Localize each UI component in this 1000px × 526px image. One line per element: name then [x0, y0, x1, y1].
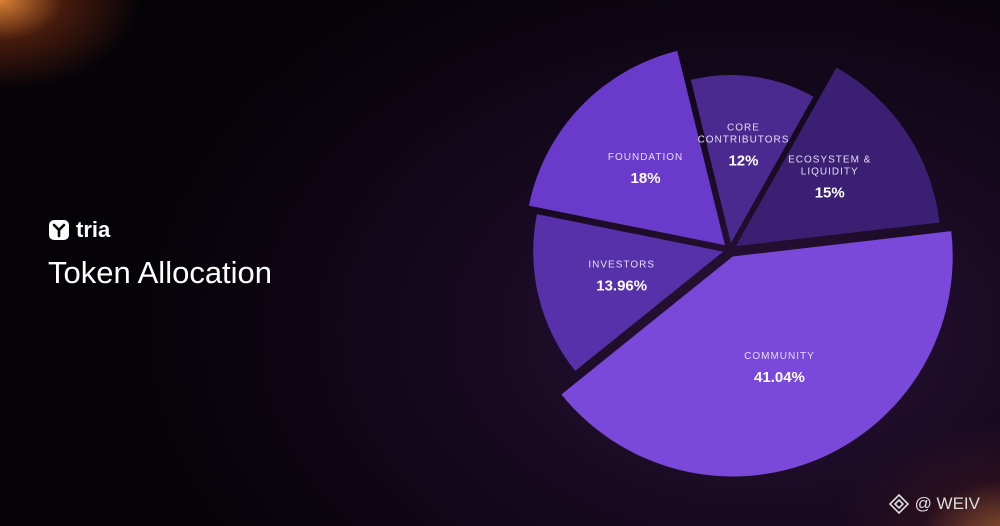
- chart-title: Token Allocation: [48, 255, 273, 290]
- brand: tria: [48, 217, 110, 243]
- watermark-text: @ WEIV: [914, 494, 980, 513]
- pie-slice: [735, 67, 940, 247]
- pie-slice: [561, 231, 953, 477]
- pie-slice: [528, 50, 725, 246]
- pie-slice: [533, 214, 724, 371]
- slice-value-label: 13.96%: [596, 277, 647, 294]
- watermark: @ WEIV: [888, 494, 980, 514]
- slice-value-label: 12%: [728, 152, 758, 169]
- brand-icon: [49, 220, 69, 240]
- slice-category: CORE CONTRIBUTORS: [698, 122, 790, 145]
- slice-category: INVESTORS: [588, 259, 655, 270]
- watermark-icon: [888, 494, 909, 514]
- slice-value-label: 18%: [631, 170, 661, 187]
- slice-category: COMMUNITY: [744, 351, 815, 362]
- brand-name: tria: [76, 217, 111, 242]
- slice-category: FOUNDATION: [608, 152, 683, 163]
- slice-value-label: 41.04%: [754, 369, 805, 386]
- slice-value-label: 15%: [815, 185, 845, 202]
- pie-slice: [690, 75, 814, 244]
- slice-category: ECOSYSTEM & LIQUIDITY: [788, 154, 871, 177]
